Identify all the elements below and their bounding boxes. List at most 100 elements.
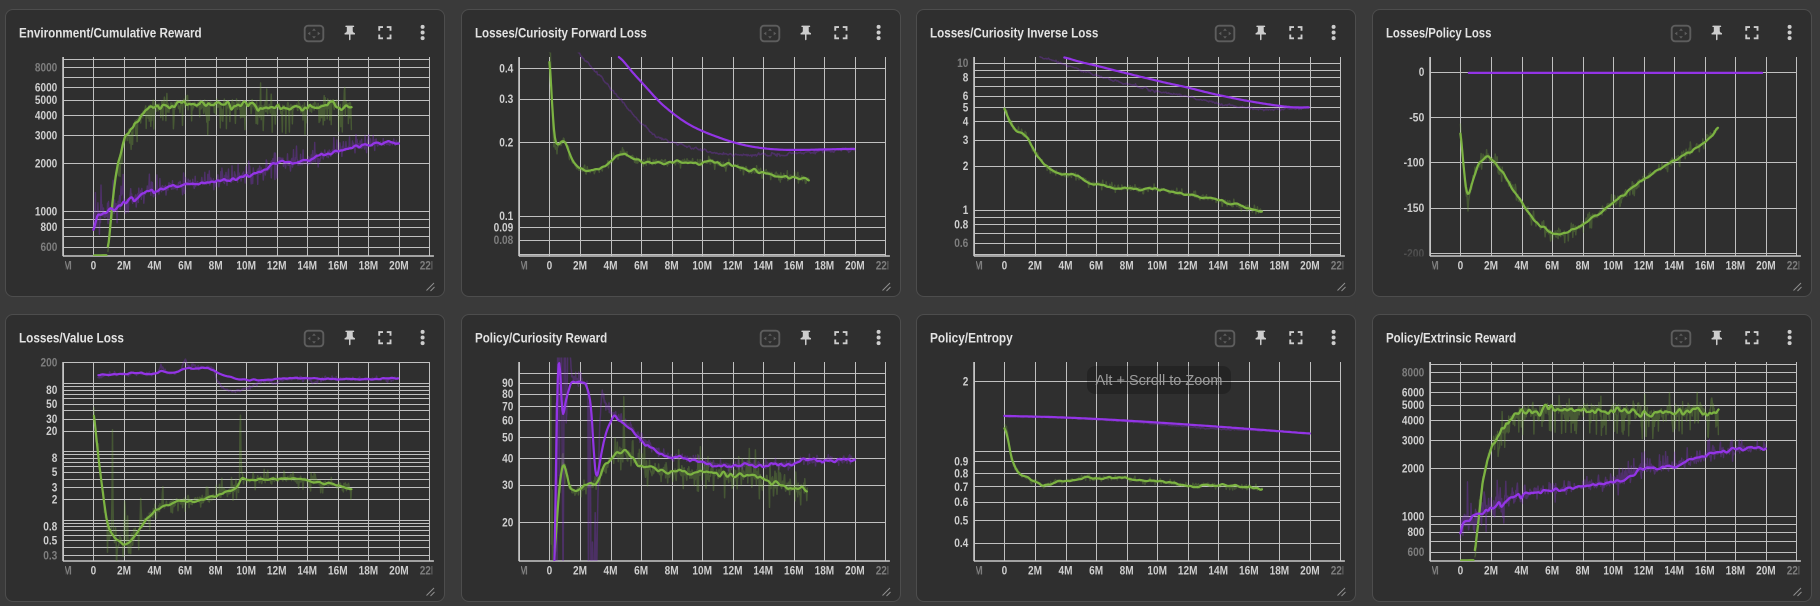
svg-text:8M: 8M [664, 258, 678, 272]
svg-text:12M: 12M [1633, 258, 1653, 272]
svg-text:6: 6 [963, 89, 969, 103]
svg-text:18M: 18M [814, 258, 834, 272]
svg-text:6M: 6M [1545, 563, 1559, 577]
svg-text:8M: 8M [1575, 258, 1589, 272]
svg-text:0.6: 0.6 [954, 495, 968, 509]
svg-text:0.2: 0.2 [499, 135, 513, 149]
svg-text:3: 3 [963, 133, 969, 147]
svg-text:12M: 12M [267, 563, 287, 577]
svg-text:6M: 6M [1089, 563, 1103, 577]
svg-text:60: 60 [502, 414, 513, 428]
svg-text:4M: 4M [1514, 258, 1528, 272]
svg-text:70: 70 [502, 399, 513, 413]
svg-text:8: 8 [52, 451, 58, 465]
svg-text:0.9: 0.9 [954, 455, 968, 469]
svg-text:22M: 22M [1786, 258, 1806, 272]
svg-text:0.08: 0.08 [493, 233, 513, 247]
svg-text:-2M: -2M [965, 563, 983, 577]
svg-text:200: 200 [41, 356, 58, 370]
svg-text:2M: 2M [117, 258, 131, 272]
svg-text:2M: 2M [117, 563, 131, 577]
svg-text:2: 2 [963, 375, 969, 389]
svg-text:0: 0 [91, 258, 97, 272]
svg-text:14M: 14M [297, 563, 317, 577]
svg-text:6000: 6000 [1401, 386, 1424, 400]
svg-text:20M: 20M [1300, 563, 1320, 577]
svg-text:16M: 16M [784, 258, 804, 272]
svg-text:1: 1 [963, 203, 969, 217]
svg-text:20M: 20M [1756, 258, 1776, 272]
svg-text:50: 50 [46, 397, 57, 411]
svg-text:22M: 22M [420, 258, 440, 272]
svg-text:10M: 10M [1147, 258, 1167, 272]
svg-text:16M: 16M [1239, 563, 1259, 577]
svg-text:14M: 14M [1208, 563, 1228, 577]
svg-text:1000: 1000 [1401, 510, 1424, 524]
svg-text:0.3: 0.3 [499, 92, 513, 106]
svg-text:2M: 2M [1484, 563, 1498, 577]
svg-text:-2M: -2M [965, 258, 983, 272]
svg-text:5000: 5000 [1401, 398, 1424, 412]
svg-text:Policy/Entropy: Policy/Entropy [930, 330, 1013, 346]
svg-text:20M: 20M [389, 258, 409, 272]
svg-text:0.09: 0.09 [493, 220, 513, 234]
svg-text:Policy/Extrinsic Reward: Policy/Extrinsic Reward [1386, 330, 1516, 346]
svg-text:5: 5 [963, 101, 969, 115]
svg-text:2000: 2000 [1401, 462, 1424, 476]
svg-text:8000: 8000 [1401, 366, 1424, 380]
svg-text:0: 0 [91, 563, 97, 577]
svg-text:8M: 8M [664, 563, 678, 577]
svg-text:20M: 20M [1300, 258, 1320, 272]
svg-text:10M: 10M [1603, 258, 1623, 272]
svg-text:0: 0 [546, 563, 552, 577]
svg-text:16M: 16M [1239, 258, 1259, 272]
svg-text:22M: 22M [420, 563, 440, 577]
svg-text:4: 4 [963, 115, 969, 129]
svg-text:10M: 10M [692, 258, 712, 272]
svg-text:20M: 20M [845, 258, 865, 272]
svg-text:10M: 10M [236, 563, 256, 577]
svg-text:4000: 4000 [1401, 414, 1424, 428]
svg-text:4M: 4M [603, 563, 617, 577]
svg-text:4000: 4000 [35, 109, 58, 123]
svg-text:8M: 8M [209, 563, 223, 577]
svg-text:Policy/Curiosity Reward: Policy/Curiosity Reward [475, 330, 607, 346]
svg-text:8M: 8M [1120, 258, 1134, 272]
svg-text:16M: 16M [1695, 258, 1715, 272]
svg-text:8M: 8M [1575, 563, 1589, 577]
svg-text:20: 20 [502, 516, 513, 530]
svg-text:12M: 12M [722, 563, 742, 577]
svg-text:Losses/Value Loss: Losses/Value Loss [19, 330, 124, 346]
svg-text:2M: 2M [573, 563, 587, 577]
svg-text:18M: 18M [1725, 563, 1745, 577]
svg-text:0: 0 [1002, 563, 1008, 577]
svg-text:2: 2 [963, 159, 969, 173]
svg-text:20M: 20M [389, 563, 409, 577]
svg-text:18M: 18M [359, 563, 379, 577]
svg-text:18M: 18M [814, 563, 834, 577]
svg-text:Losses/Curiosity Inverse Loss: Losses/Curiosity Inverse Loss [930, 25, 1098, 41]
svg-text:12M: 12M [722, 258, 742, 272]
svg-text:Alt + Scroll to Zoom: Alt + Scroll to Zoom [1096, 373, 1223, 389]
svg-text:0: 0 [1418, 65, 1424, 79]
svg-text:0.5: 0.5 [43, 534, 57, 548]
svg-text:4M: 4M [1059, 563, 1073, 577]
svg-text:6M: 6M [1545, 258, 1559, 272]
svg-text:6000: 6000 [35, 81, 58, 95]
svg-text:-50: -50 [1409, 110, 1424, 124]
svg-text:3000: 3000 [1401, 434, 1424, 448]
svg-text:0.8: 0.8 [43, 520, 57, 534]
svg-text:16M: 16M [328, 258, 348, 272]
svg-text:4M: 4M [1059, 258, 1073, 272]
svg-text:8000: 8000 [35, 61, 58, 75]
svg-text:8M: 8M [209, 258, 223, 272]
svg-text:0: 0 [1002, 258, 1008, 272]
svg-text:3000: 3000 [35, 129, 58, 143]
svg-text:10M: 10M [236, 258, 256, 272]
svg-text:-2M: -2M [509, 258, 527, 272]
svg-text:4M: 4M [603, 258, 617, 272]
svg-text:14M: 14M [753, 258, 773, 272]
svg-text:-2M: -2M [1420, 563, 1438, 577]
svg-text:80: 80 [502, 387, 513, 401]
svg-text:2M: 2M [1484, 258, 1498, 272]
